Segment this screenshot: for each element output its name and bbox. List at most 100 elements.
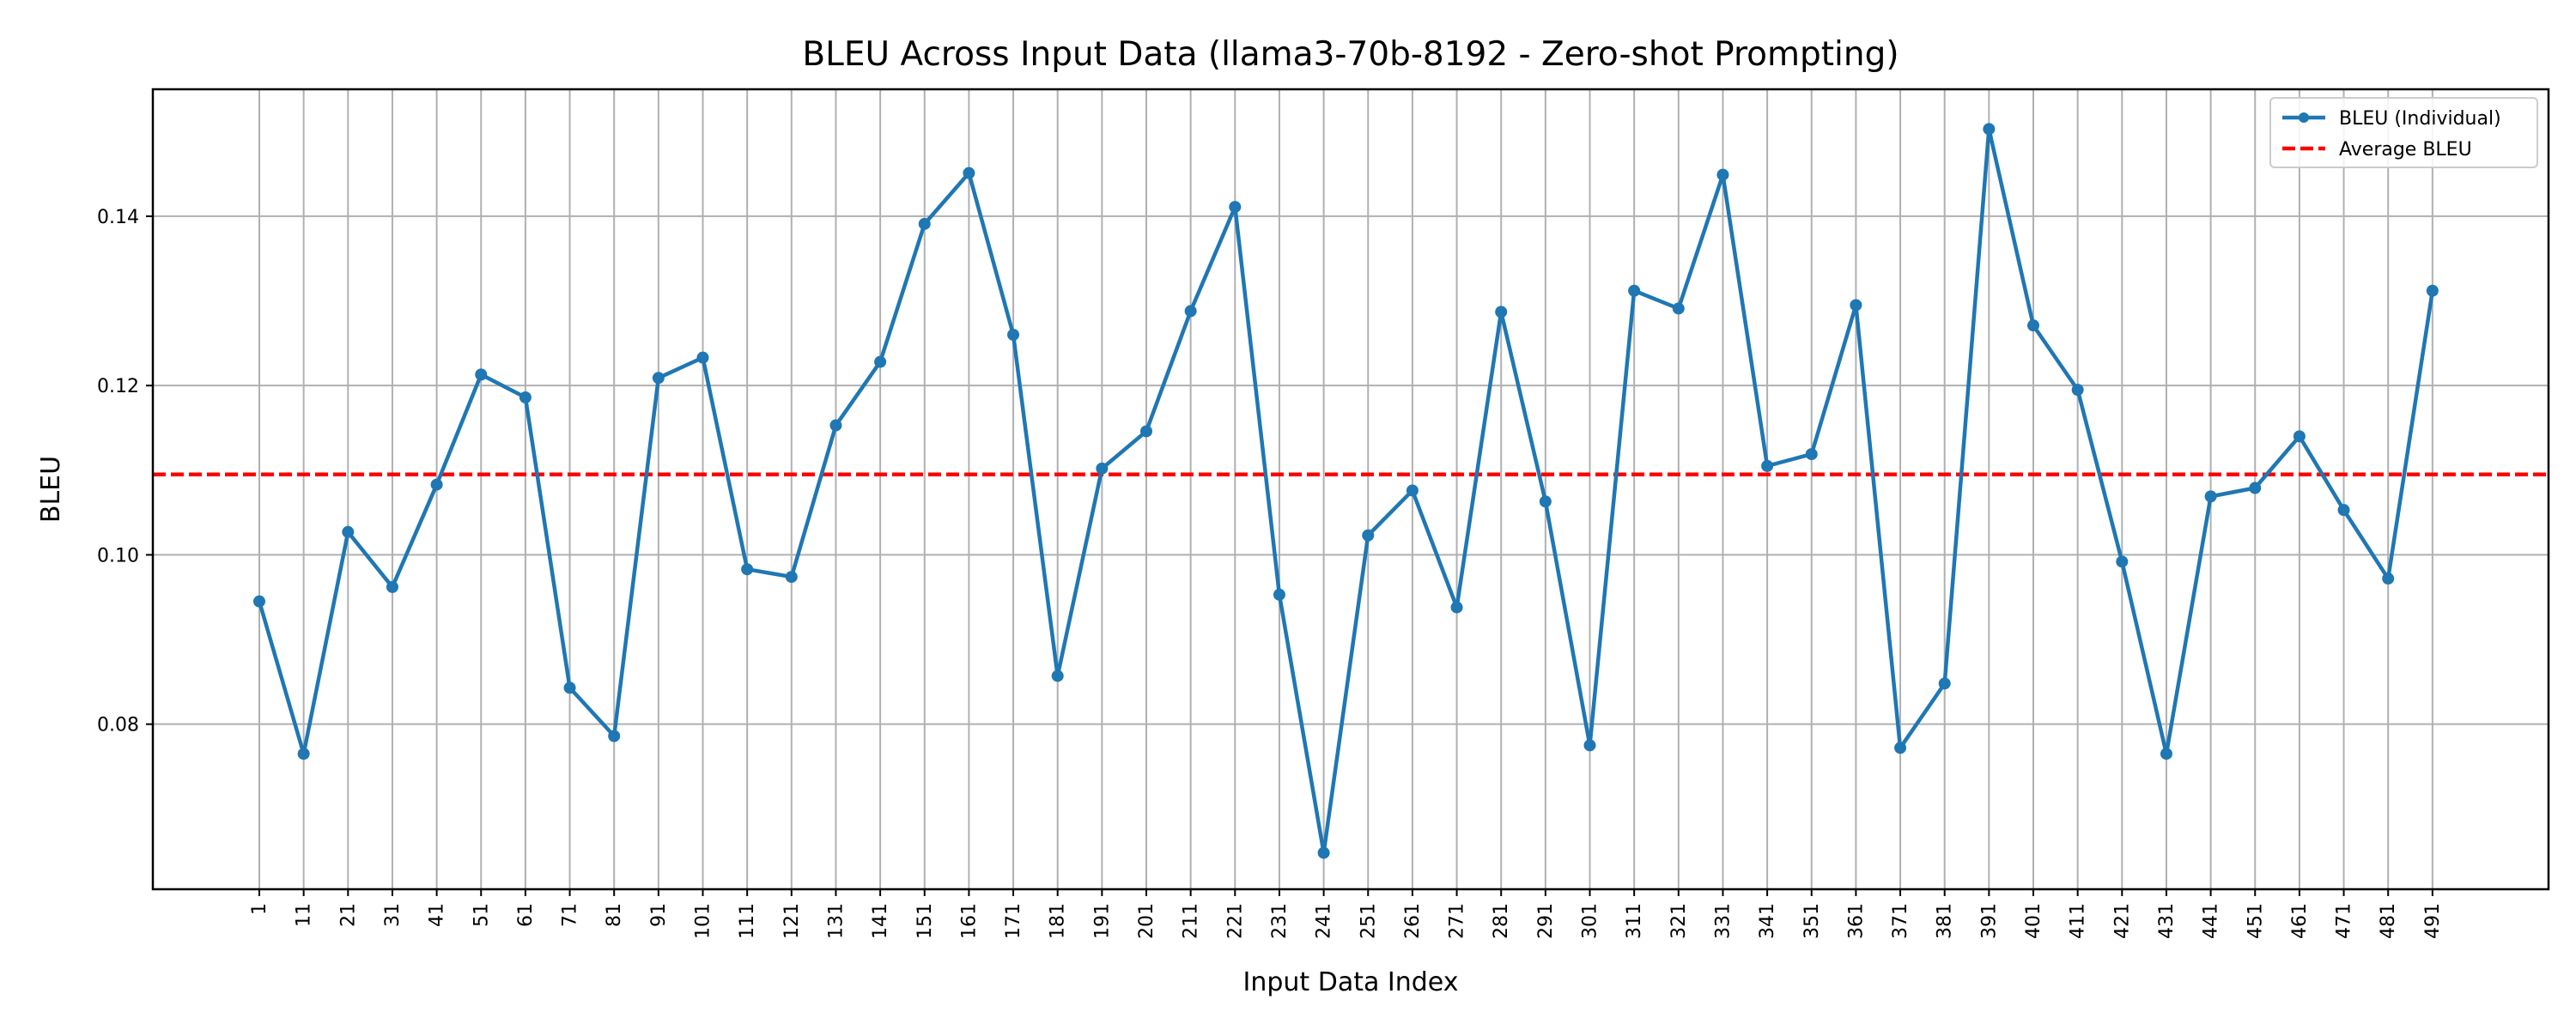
bleu-individual-line (257, 127, 2435, 855)
bleu-point (2116, 555, 2129, 568)
x-tick-label: 421 (2111, 903, 2133, 939)
bleu-point (342, 525, 355, 538)
x-tick-label: 141 (870, 903, 891, 939)
x-tick-label: 461 (2289, 903, 2311, 939)
bleu-point (519, 391, 532, 403)
bleu-point (1317, 846, 1330, 859)
bleu-point (1716, 168, 1729, 181)
legend-label-bleu-individual: BLEU (Individual) (2339, 108, 2501, 130)
bleu-point (1628, 284, 1641, 297)
bleu-point (1672, 302, 1685, 315)
bleu-point (1894, 742, 1907, 754)
bleu-point (608, 730, 621, 742)
legend-marker-swatch (2299, 112, 2309, 123)
y-tick-label: 0.14 (97, 207, 139, 228)
x-tick-label: 21 (337, 903, 359, 927)
x-tick-label: 191 (1091, 903, 1113, 939)
x-tick-label: 121 (781, 903, 803, 939)
bleu-point (2160, 748, 2172, 760)
x-tick-label: 181 (1048, 903, 1069, 939)
x-tick-label: 201 (1136, 903, 1157, 939)
bleu-point (1096, 462, 1109, 475)
x-tick-label: 451 (2245, 903, 2266, 939)
bleu-point (2071, 384, 2084, 397)
y-axis-label: BLEU (36, 456, 66, 523)
bleu-point (874, 355, 887, 368)
x-tick-label: 31 (382, 903, 404, 927)
bleu-point (1983, 123, 1996, 136)
x-tick-label: 221 (1224, 903, 1246, 939)
x-tick-label: 481 (2378, 903, 2399, 939)
bleu-point (1007, 329, 1020, 342)
bleu-point (2027, 319, 2039, 332)
x-tick-label: 371 (1890, 903, 1911, 939)
bleu-point (1184, 305, 1197, 318)
x-tick-label: 81 (604, 903, 625, 927)
bleu-point (1539, 495, 1552, 508)
bleu-point (652, 372, 665, 385)
bleu-point (741, 563, 754, 576)
bleu-point (1761, 459, 1774, 472)
x-tick-label: 61 (515, 903, 537, 927)
y-tick-label: 0.12 (97, 376, 139, 397)
x-tick-label: 441 (2201, 903, 2222, 939)
bleu-point (829, 419, 842, 432)
bleu-point (963, 167, 975, 179)
bleu-point (563, 682, 576, 694)
x-tick-label: 41 (427, 903, 448, 927)
bleu-point (1805, 448, 1818, 461)
bleu-point (2382, 573, 2395, 585)
bleu-point (2293, 430, 2306, 443)
x-tick-label: 471 (2334, 903, 2355, 939)
x-tick-label: 131 (825, 903, 847, 939)
x-tick-label: 101 (693, 903, 714, 939)
bleu-point (785, 571, 798, 584)
grid (153, 89, 2549, 889)
y-tick-label: 0.10 (97, 545, 139, 566)
bleu-point (1583, 739, 1596, 752)
x-tick-label: 411 (2068, 903, 2089, 939)
x-tick-label: 351 (1801, 903, 1823, 939)
legend-label-average-bleu: Average BLEU (2339, 139, 2472, 161)
bleu-point (2204, 490, 2217, 503)
y-axis: 0.08 0.10 0.12 0.14 (97, 207, 153, 736)
bleu-point (918, 217, 931, 230)
bleu-point (1229, 201, 1242, 214)
x-tick-label: 251 (1358, 903, 1379, 939)
x-tick-label: 341 (1757, 903, 1778, 939)
bleu-point (1406, 484, 1419, 497)
bleu-point (2337, 504, 2350, 517)
x-tick-label: 91 (648, 903, 670, 927)
x-tick-label: 401 (2023, 903, 2044, 939)
x-tick-label: 11 (294, 903, 315, 927)
bleu-point (253, 595, 265, 608)
x-tick-label: 261 (1402, 903, 1424, 939)
x-tick-label: 291 (1535, 903, 1557, 939)
series-group (253, 123, 2439, 859)
x-tick-label: 211 (1181, 903, 1202, 939)
bleu-point (430, 478, 443, 491)
x-axis-label: Input Data Index (1243, 967, 1459, 997)
bleu-point (1273, 588, 1285, 601)
x-tick-label: 381 (1935, 903, 1956, 939)
chart-title: BLEU Across Input Data (llama3-70b-8192 … (802, 35, 1899, 74)
plot-frame (151, 88, 2550, 891)
x-tick-label: 1 (249, 903, 270, 915)
legend: BLEU (Individual) Average BLEU (2269, 97, 2538, 168)
x-tick-label: 301 (1580, 903, 1601, 939)
bleu-point (1450, 601, 1463, 614)
x-tick-label: 321 (1668, 903, 1690, 939)
bleu-point (1495, 306, 1508, 318)
bleu-point (2249, 482, 2262, 494)
x-tick-label: 281 (1491, 903, 1512, 939)
x-tick-label: 241 (1314, 903, 1335, 939)
x-tick-label: 71 (560, 903, 581, 927)
x-tick-label: 51 (471, 903, 492, 927)
x-tick-label: 491 (2422, 903, 2444, 939)
bleu-point (1938, 677, 1951, 690)
bleu-point (386, 580, 398, 593)
x-tick-label: 431 (2156, 903, 2178, 939)
bleu-point (1140, 425, 1152, 438)
